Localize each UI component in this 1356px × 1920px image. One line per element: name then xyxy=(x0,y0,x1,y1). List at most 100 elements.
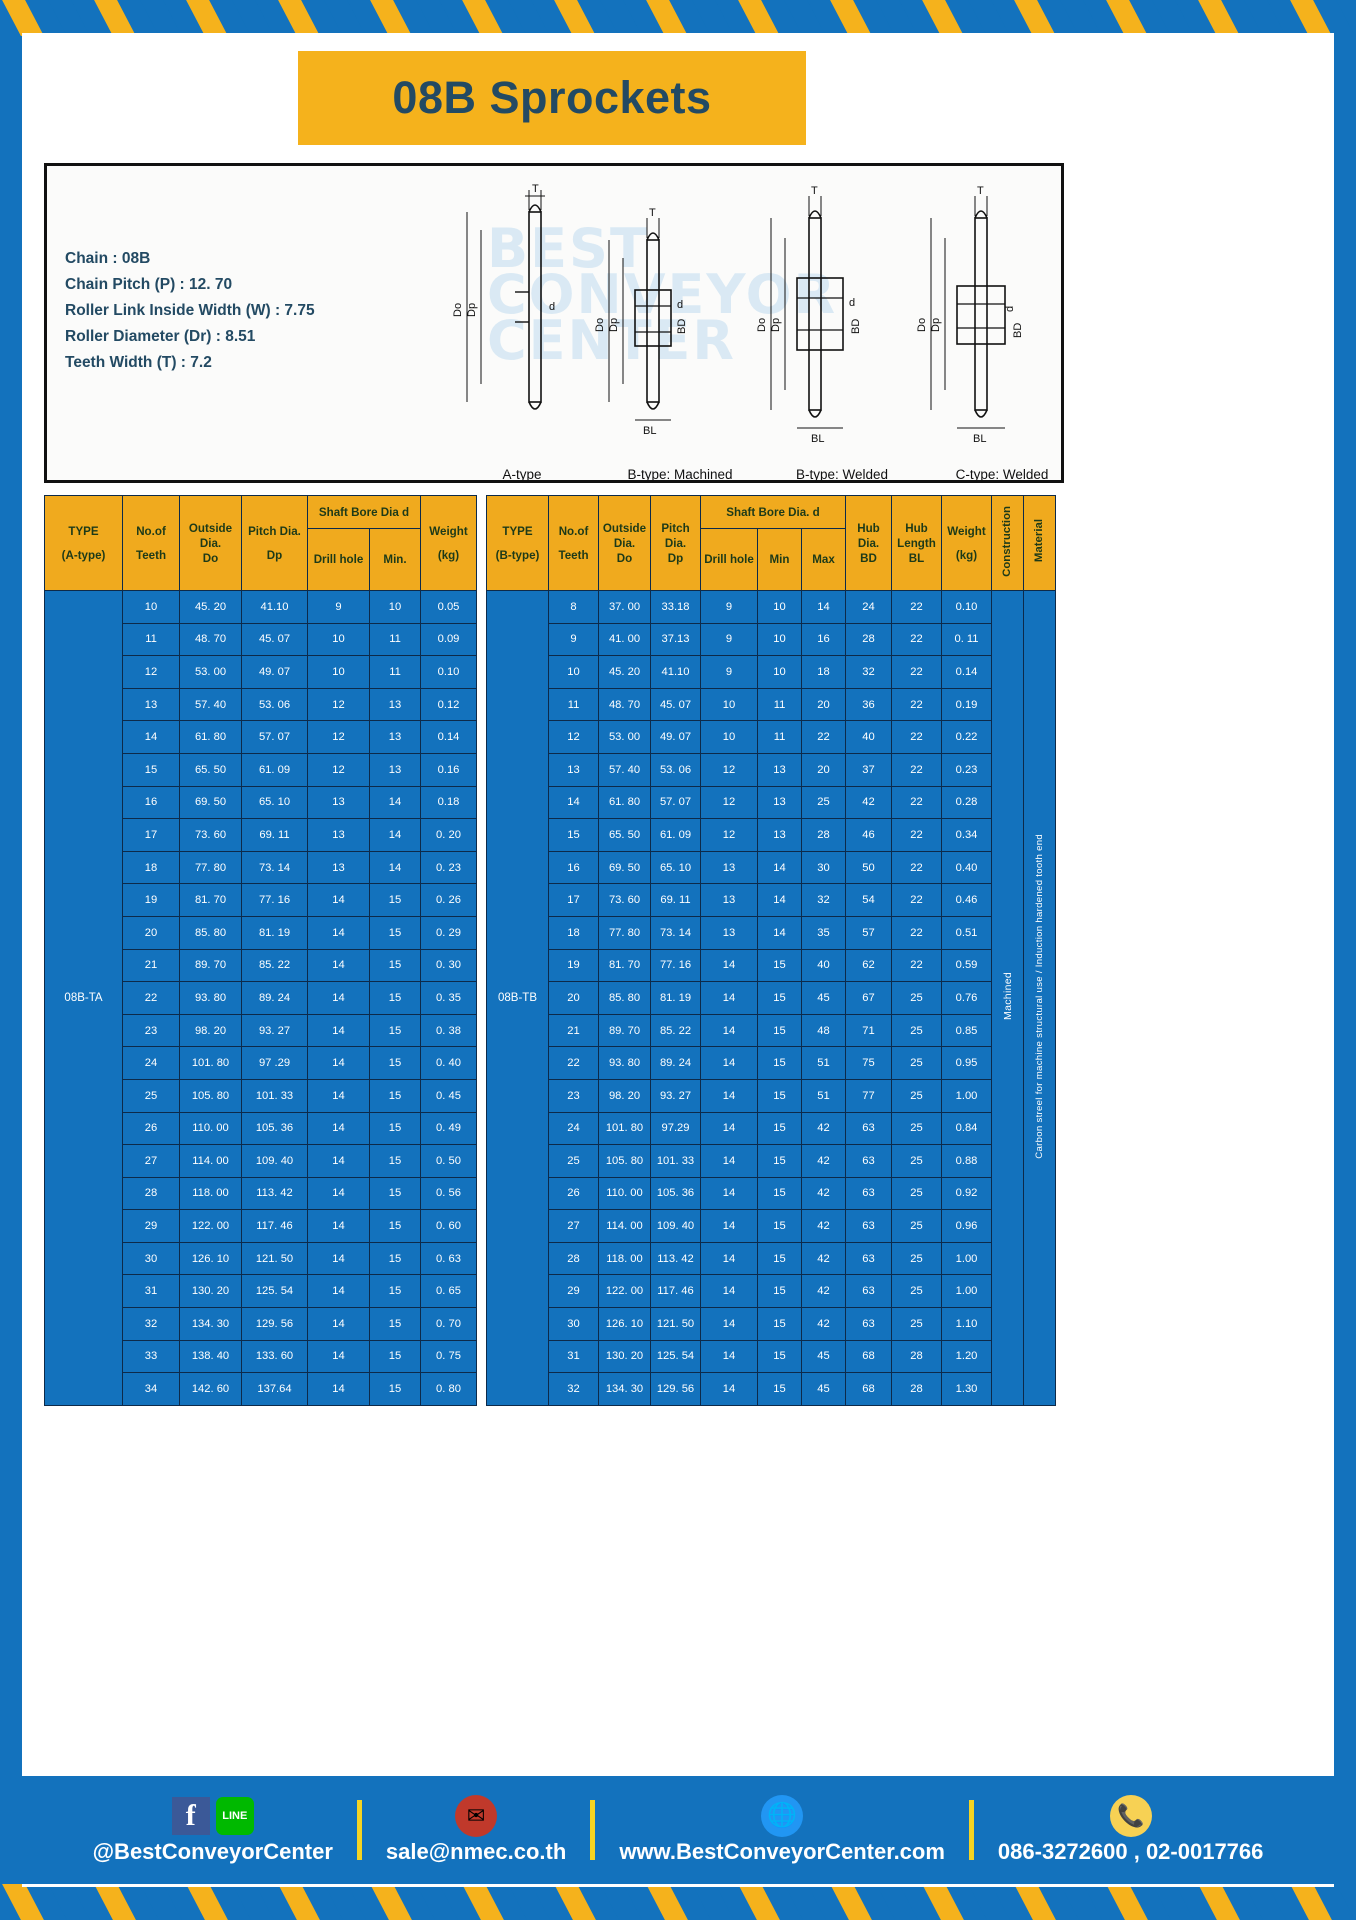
footer-facebook-handle[interactable]: @BestConveyorCenter xyxy=(92,1838,333,1864)
cell-weight: 0.59 xyxy=(941,948,992,983)
table-row: 20 85. 80 81. 19 14 15 45 67 25 0.76 xyxy=(487,981,1056,1015)
th-b-hublen-l2: Length xyxy=(897,536,936,550)
chevron-stripe xyxy=(506,0,552,36)
footer-phone[interactable]: 📞 086-3272600 , 02-0017766 xyxy=(984,1794,1277,1865)
th-a-type-l1: TYPE xyxy=(68,524,99,538)
cell-hub-length: 22 xyxy=(891,915,942,950)
chevron-stripe xyxy=(828,1884,874,1920)
cell-outside-dia: 98. 20 xyxy=(179,1013,242,1048)
cell-max: 42 xyxy=(801,1274,846,1309)
cell-outside-dia: 126. 10 xyxy=(179,1241,242,1276)
cell-weight: 1.00 xyxy=(941,1241,992,1276)
th-b-bore-group: Shaft Bore Dia. d xyxy=(700,495,846,529)
cell-drill-hole: 9 xyxy=(307,590,370,624)
table-row: 30 126. 10 121. 50 14 15 0. 63 xyxy=(45,1241,477,1276)
cell-hub-dia: 32 xyxy=(845,655,892,689)
cell-max: 45 xyxy=(801,1339,846,1374)
chevron-stripe xyxy=(874,0,920,36)
chevron-stripe xyxy=(368,1884,414,1920)
footer-website-text[interactable]: www.BestConveyorCenter.com xyxy=(619,1838,945,1864)
svg-text:Dp: Dp xyxy=(930,318,942,332)
cell-min: 10 xyxy=(757,622,802,657)
cell-min: 15 xyxy=(757,1372,802,1406)
chevron-stripe xyxy=(230,1884,276,1920)
cell-min: 15 xyxy=(369,915,421,950)
svg-text:d: d xyxy=(677,299,683,311)
cell-hub-dia: 63 xyxy=(845,1144,892,1178)
table-row: 18 77. 80 73. 14 13 14 35 57 22 0.51 xyxy=(487,915,1056,950)
chevron-stripe xyxy=(736,0,782,36)
cell-outside-dia: 77. 80 xyxy=(598,915,651,950)
cell-max: 40 xyxy=(801,948,846,983)
cell-pitch-dia: 77. 16 xyxy=(241,883,308,917)
chevron-stripe xyxy=(1012,0,1058,36)
line-icon-label: LINE xyxy=(222,1809,248,1822)
chevron-stripe xyxy=(138,0,184,36)
cell-weight: 0.18 xyxy=(420,785,477,820)
cell-hub-length: 22 xyxy=(891,655,942,689)
cell-teeth: 24 xyxy=(548,1111,599,1146)
footer-website[interactable]: 🌐 www.BestConveyorCenter.com xyxy=(605,1794,959,1865)
cell-outside-dia: 45. 20 xyxy=(179,590,242,624)
cell-drill-hole: 14 xyxy=(700,981,758,1015)
th-b-hub-dia: Hub Dia. BD xyxy=(845,495,892,591)
cell-hub-length: 25 xyxy=(891,1013,942,1048)
footer-phone-text[interactable]: 086-3272600 , 02-0017766 xyxy=(997,1838,1264,1864)
cell-hub-length: 25 xyxy=(891,1046,942,1080)
cell-pitch-dia: 129. 56 xyxy=(650,1372,701,1406)
chevron-stripe xyxy=(230,0,276,36)
cell-drill-hole: 14 xyxy=(700,1078,758,1113)
table-a-type-wrapper: TYPE (A-type) No.of Teeth Outside Dia. D… xyxy=(44,495,477,1406)
cell-min: 14 xyxy=(757,915,802,950)
cell-teeth: 11 xyxy=(548,687,599,722)
facebook-icon[interactable]: f xyxy=(171,1796,210,1835)
th-b-teeth: No.of Teeth xyxy=(548,495,599,591)
cell-pitch-dia: 93. 27 xyxy=(650,1078,701,1113)
cell-pitch-dia: 101. 33 xyxy=(241,1078,308,1113)
cell-drill-hole: 14 xyxy=(307,915,370,950)
watermark-line-1: BEST xyxy=(487,217,649,280)
cell-teeth: 32 xyxy=(122,1307,180,1341)
cell-pitch-dia: 121. 50 xyxy=(241,1241,308,1276)
page-title: 08B Sprockets xyxy=(392,72,712,123)
email-icon[interactable]: ✉ xyxy=(455,1794,498,1837)
cell-hub-length: 25 xyxy=(891,981,942,1015)
cell-pitch-dia: 81. 19 xyxy=(241,915,308,950)
cell-hub-length: 25 xyxy=(891,1274,942,1309)
cell-hub-dia: 62 xyxy=(845,948,892,983)
cell-pitch-dia: 73. 14 xyxy=(650,915,701,950)
line-icon[interactable]: LINE xyxy=(215,1796,254,1835)
cell-drill-hole: 13 xyxy=(307,818,370,852)
table-row: 11 48. 70 45. 07 10 11 0.09 xyxy=(45,622,477,657)
cell-drill-hole: 10 xyxy=(307,622,370,657)
cell-outside-dia: 57. 40 xyxy=(179,687,242,722)
cell-teeth: 30 xyxy=(548,1307,599,1341)
phone-icon[interactable]: 📞 xyxy=(1109,1794,1152,1837)
footer-email-text[interactable]: sale@nmec.co.th xyxy=(385,1838,567,1864)
cell-max: 42 xyxy=(801,1209,846,1243)
globe-icon[interactable]: 🌐 xyxy=(761,1794,804,1837)
cell-outside-dia: 110. 00 xyxy=(598,1176,651,1211)
cell-pitch-dia: 89. 24 xyxy=(241,981,308,1015)
cell-drill-hole: 14 xyxy=(307,1339,370,1374)
cell-weight: 0.12 xyxy=(420,687,477,722)
cell-max: 16 xyxy=(801,622,846,657)
cell-pitch-dia: 105. 36 xyxy=(241,1111,308,1146)
cell-drill-hole: 14 xyxy=(700,1372,758,1406)
footer-email[interactable]: ✉ sale@nmec.co.th xyxy=(372,1794,580,1865)
chevron-stripe xyxy=(782,1884,828,1920)
cell-min: 11 xyxy=(369,655,421,689)
cell-hub-length: 25 xyxy=(891,1307,942,1341)
th-b-weight-l1: Weight xyxy=(947,524,986,538)
cell-hub-dia: 75 xyxy=(845,1046,892,1080)
cell-max: 35 xyxy=(801,915,846,950)
cell-weight: 1.30 xyxy=(941,1372,992,1406)
chevron-stripe xyxy=(690,1884,736,1920)
chevron-stripe xyxy=(552,0,598,36)
cell-drill-hole: 14 xyxy=(307,1078,370,1113)
cell-weight: 0.16 xyxy=(420,752,477,787)
cell-outside-dia: 45. 20 xyxy=(598,655,651,689)
footer-social[interactable]: f LINE @BestConveyorCenter xyxy=(79,1796,347,1865)
cell-min: 15 xyxy=(369,883,421,917)
footer-email-icons: ✉ xyxy=(455,1794,498,1837)
